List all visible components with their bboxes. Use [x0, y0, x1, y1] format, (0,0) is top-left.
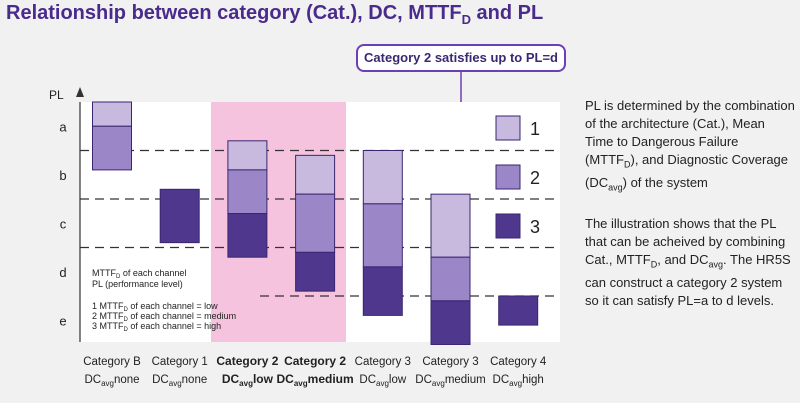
pl-range-segment — [159, 188, 200, 244]
note-line-medium: 2 MTTFD of each channel = medium — [92, 311, 236, 323]
pl-range-segment — [92, 125, 132, 171]
legend-swatch — [495, 213, 521, 239]
pl-range-segment — [430, 300, 471, 346]
pl-level-label: d — [59, 265, 66, 280]
pl-range-segment — [362, 266, 403, 316]
category-label: Category B — [83, 356, 141, 368]
pl-range-segment — [362, 150, 403, 205]
dc-label: DCavgnone — [84, 374, 139, 388]
dc-label: DCavghigh — [493, 374, 544, 388]
note-line-low: 1 MTTFD of each channel = low — [92, 301, 218, 313]
category-label: Category 3 — [355, 356, 411, 368]
category-label: Category 1 — [152, 356, 208, 368]
pl-level-label: e — [59, 313, 66, 328]
pl-range-segment — [295, 251, 336, 292]
pl-level-label: a — [59, 119, 67, 134]
page-title: Relationship between category (Cat.), DC… — [6, 2, 544, 27]
legend-note: MTTFD of each channel PL (performance le… — [92, 268, 236, 333]
pl-range-segment — [430, 256, 471, 302]
dc-label: DCavgmedium — [277, 372, 354, 388]
description-paragraph-2: The illustration shows that the PL that … — [585, 216, 791, 308]
callout-box: Category 2 satisfies up to PL=d — [356, 44, 566, 72]
pl-range-segment — [92, 101, 132, 127]
pl-range-segment — [227, 140, 268, 171]
y-axis-label: PL — [49, 88, 64, 102]
dc-label: DCavglow — [359, 374, 406, 388]
pl-range-segment — [295, 154, 336, 195]
legend-key-label: 1 — [530, 119, 540, 139]
legend-key-label: 2 — [530, 168, 540, 188]
pl-range-segment — [227, 213, 268, 258]
pl-level-label: c — [60, 216, 67, 231]
category-label: Category 2 — [216, 354, 278, 368]
category-label: Category 3 — [422, 356, 478, 368]
pl-range-segment — [430, 193, 471, 258]
pl-level-label: b — [59, 168, 66, 183]
y-axis-arrow-icon — [76, 87, 84, 97]
pl-range-segment — [498, 295, 539, 326]
note-heading-1: MTTFD of each channel — [92, 268, 186, 280]
description-paragraph-1: PL is determined by the combination of t… — [585, 98, 795, 193]
pl-range-segment — [227, 169, 268, 215]
note-line-high: 3 MTTFD of each channel = high — [92, 321, 221, 333]
legend-swatch — [495, 164, 521, 190]
category-label: Category 2 — [284, 354, 346, 368]
pl-range-segment — [295, 193, 336, 253]
legend-key-label: 3 — [530, 217, 540, 237]
legend-swatch — [495, 115, 521, 141]
note-heading-2: PL (performance level) — [92, 279, 183, 289]
dc-label: DCavglow — [222, 372, 274, 388]
dc-label: DCavgmedium — [415, 374, 485, 388]
dc-label: DCavgnone — [152, 374, 207, 388]
category-label: Category 4 — [490, 356, 547, 368]
pl-range-segment — [362, 203, 403, 268]
